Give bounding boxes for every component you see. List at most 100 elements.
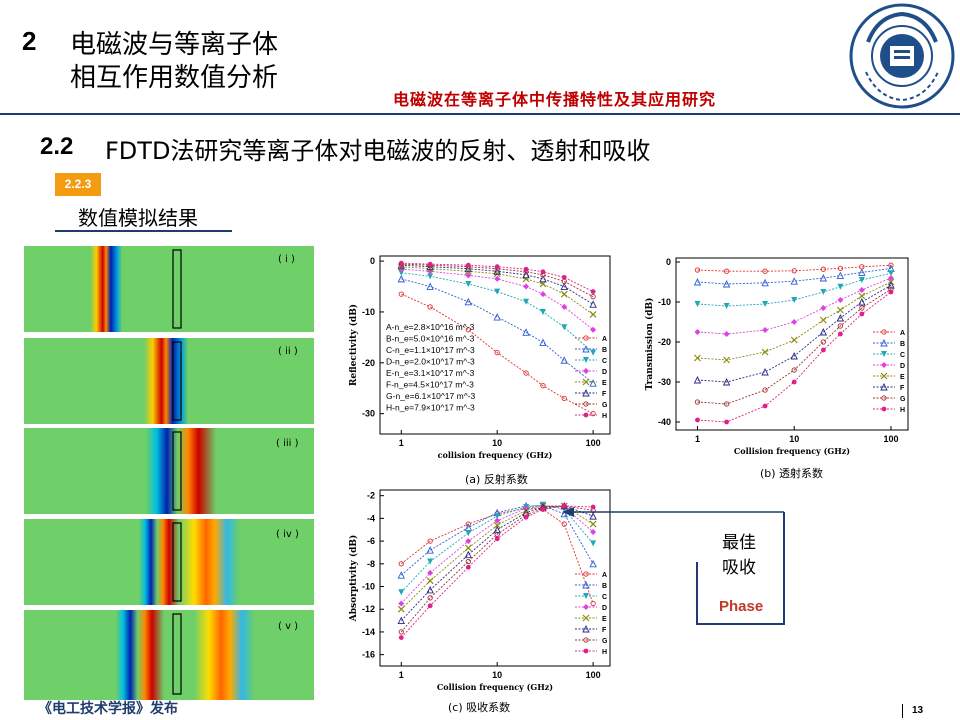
point-D xyxy=(590,529,597,536)
density-label-3: D-n_e=2.0×10^17 m^-3 xyxy=(386,357,475,367)
point-F xyxy=(397,616,406,625)
sim-panel-2 xyxy=(24,338,314,424)
point-G xyxy=(723,401,730,407)
point-F xyxy=(397,261,406,269)
point-A xyxy=(561,395,567,402)
point-H xyxy=(561,503,567,509)
point-F xyxy=(722,377,731,386)
point-A xyxy=(694,267,701,273)
sim-panel-5 xyxy=(24,610,314,700)
point-G xyxy=(465,558,471,565)
point-D xyxy=(494,275,501,282)
x-axis-label: Collision frequency (GHz) xyxy=(437,682,553,692)
point-B xyxy=(426,546,434,554)
legend-marker-E xyxy=(880,372,888,380)
point-H xyxy=(523,514,529,520)
y-tick-label: 0 xyxy=(666,257,671,267)
point-A xyxy=(465,327,471,333)
point-B xyxy=(560,509,568,518)
y-tick-label: -40 xyxy=(658,417,671,427)
series-line-E xyxy=(400,505,594,610)
point-C xyxy=(858,277,865,283)
sim-panel-label-2: ( ii ) xyxy=(278,346,298,357)
series-line-D xyxy=(697,277,892,335)
point-H xyxy=(465,564,471,570)
series-line-A xyxy=(401,507,594,604)
point-B xyxy=(858,268,866,276)
legend-label-E: E xyxy=(602,380,607,387)
point-C xyxy=(762,301,769,307)
point-E xyxy=(858,292,866,300)
density-label-4: E-n_e=3.1×10^17 m^-3 xyxy=(386,368,475,378)
university-logo xyxy=(849,3,955,109)
legend-marker-A xyxy=(583,571,589,577)
point-C xyxy=(590,349,597,356)
point-F xyxy=(819,327,828,336)
point-G xyxy=(820,339,826,345)
legend-marker-D xyxy=(881,362,887,368)
point-E xyxy=(589,311,597,318)
point-D xyxy=(887,275,894,281)
simulation-panels xyxy=(24,246,314,700)
legend-marker-C xyxy=(583,593,589,599)
legend-marker-H xyxy=(583,412,589,418)
y-axis-label: Reflectivity (dB) xyxy=(348,304,359,386)
point-H xyxy=(523,266,529,272)
series-line-F xyxy=(697,284,892,383)
point-A xyxy=(561,521,567,527)
point-H xyxy=(540,269,546,275)
point-C xyxy=(427,558,434,565)
legend-label-F: F xyxy=(602,627,607,634)
point-A xyxy=(427,304,433,310)
caption-reflection: (a) 反射系数 xyxy=(465,473,528,486)
series-line-H xyxy=(400,505,594,638)
point-A xyxy=(523,370,529,376)
point-C xyxy=(539,308,546,315)
point-E xyxy=(560,290,568,298)
point-H xyxy=(590,289,596,294)
point-A xyxy=(465,521,471,527)
point-H xyxy=(561,274,567,280)
series-line-A xyxy=(401,293,594,415)
point-E xyxy=(723,356,731,364)
legend-label-B: B xyxy=(602,347,607,354)
point-D xyxy=(791,319,798,325)
annotation-arrow xyxy=(562,507,784,517)
point-E xyxy=(836,306,844,314)
x-tick-label: 100 xyxy=(586,438,601,448)
y-tick-label: -2 xyxy=(367,491,375,501)
legend-label-D: D xyxy=(900,363,905,370)
series-line-E xyxy=(697,281,892,361)
point-D xyxy=(465,272,472,279)
plot-frame xyxy=(379,489,611,667)
legend-label-C: C xyxy=(900,352,905,359)
point-F xyxy=(493,267,501,275)
point-D xyxy=(590,326,597,333)
point-H xyxy=(762,403,768,409)
point-H xyxy=(465,262,471,268)
legend-label-A: A xyxy=(602,336,607,343)
series-line-E xyxy=(401,266,594,315)
legend-marker-H xyxy=(583,648,589,654)
section-number: 2 xyxy=(22,26,37,56)
point-E xyxy=(819,316,827,324)
point-E xyxy=(761,348,769,356)
point-A xyxy=(398,291,404,297)
legend-marker-D xyxy=(583,368,589,374)
sim-panel-label-3: ( iii ) xyxy=(276,438,299,449)
point-H xyxy=(427,261,433,267)
legend-label-B: B xyxy=(602,583,607,590)
header-rule xyxy=(0,113,960,115)
y-tick-label: -4 xyxy=(367,513,375,523)
legend-marker-F xyxy=(880,382,888,391)
point-G xyxy=(427,595,433,601)
point-D xyxy=(837,297,844,303)
point-F xyxy=(589,300,597,308)
point-C xyxy=(723,303,730,309)
legend-label-F: F xyxy=(602,391,607,398)
legend-marker-B xyxy=(582,580,590,589)
point-A xyxy=(427,538,433,544)
legend-label-H: H xyxy=(602,413,607,420)
subsection-badge: 2.2.3 xyxy=(55,173,101,196)
point-C xyxy=(465,280,472,287)
